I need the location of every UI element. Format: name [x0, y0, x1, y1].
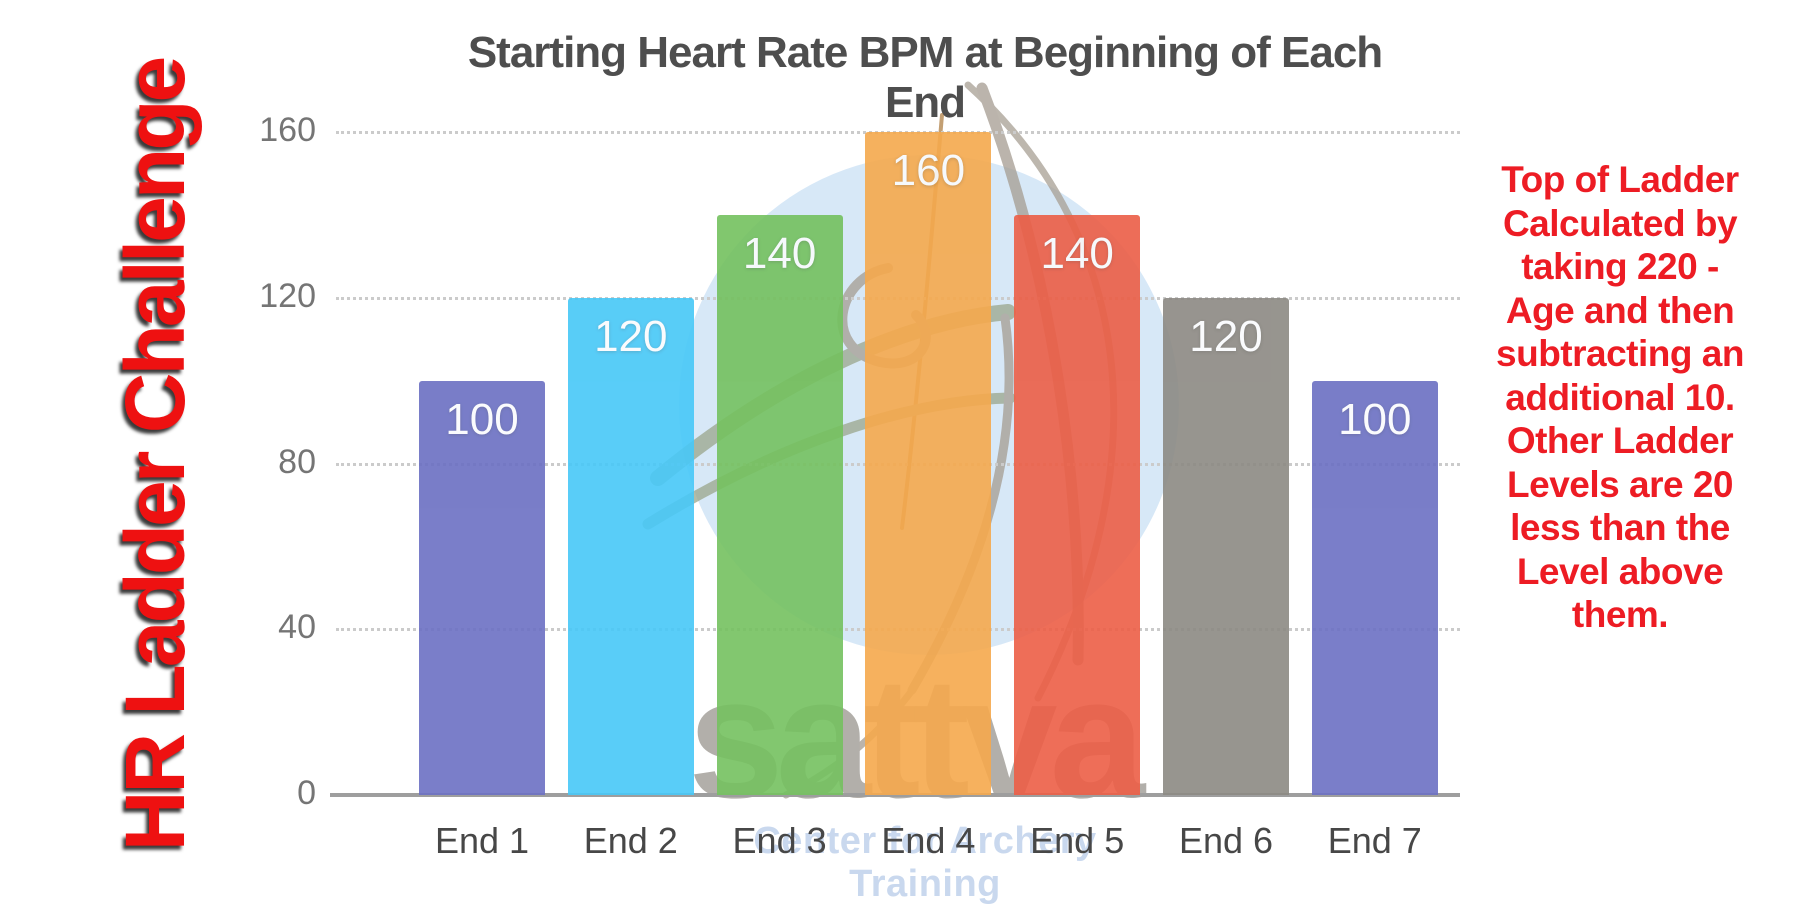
bar-value-label: 100	[1338, 394, 1412, 444]
y-tick-label-0: 0	[297, 774, 316, 812]
ladder-explanation-note: Top of Ladder Calculated by taking 220 -…	[1496, 159, 1744, 635]
x-category-label-3: End 3	[732, 820, 827, 861]
bar-end-5[interactable]: 140	[1014, 214, 1141, 795]
y-tick-label-160: 160	[259, 111, 316, 149]
x-category-label-4: End 4	[881, 820, 976, 861]
x-category-label-5: End 5	[1030, 820, 1125, 861]
bar-end-7[interactable]: 100	[1311, 380, 1438, 795]
bar-end-2[interactable]: 120	[567, 297, 694, 795]
y-tick-label-80: 80	[278, 442, 316, 481]
left-banner-title: HR Ladder Challenge	[108, 58, 202, 852]
bar-value-label: 120	[1189, 311, 1263, 361]
chart-title: Starting Heart Rate BPM at Beginning of …	[467, 28, 1383, 127]
x-category-label-1: End 1	[434, 820, 530, 861]
bar-value-label: 160	[891, 146, 966, 195]
x-category-label-2: End 2	[583, 820, 678, 861]
bar-value-label: 140	[1040, 228, 1114, 278]
bar-value-label: 100	[445, 394, 519, 444]
y-tick-label-40: 40	[278, 608, 316, 647]
x-category-label-7: End 7	[1327, 820, 1422, 861]
x-category-label-6: End 6	[1178, 820, 1274, 861]
y-tick-label-120: 120	[259, 276, 316, 315]
bar-value-label: 140	[742, 228, 817, 278]
bar-end-4[interactable]: 160	[865, 132, 992, 795]
bar-end-1[interactable]: 100	[419, 380, 545, 795]
bar-value-label: 120	[594, 311, 668, 361]
bar-end-3[interactable]: 140	[716, 214, 843, 795]
bar-end-6[interactable]: 120	[1163, 297, 1289, 795]
